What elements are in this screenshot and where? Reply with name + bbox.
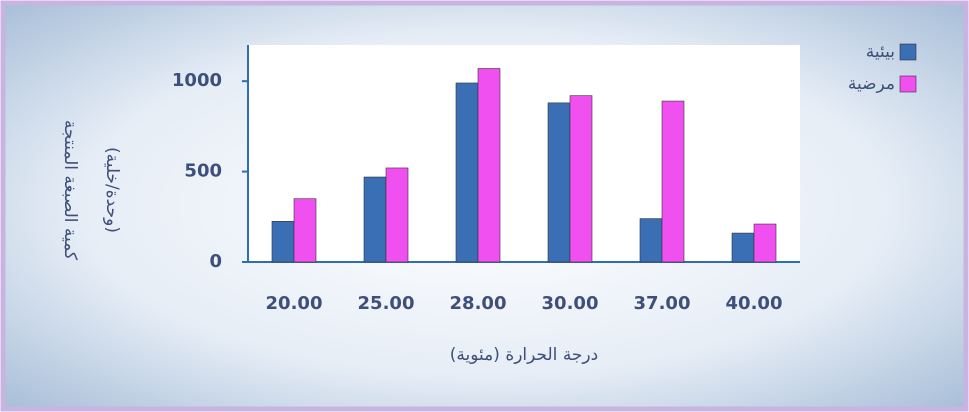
bar <box>271 221 295 263</box>
bar <box>455 82 479 263</box>
x-tick-label: 40.00 <box>726 293 783 314</box>
legend-swatch <box>899 43 917 61</box>
bar <box>293 198 317 263</box>
x-tick-label: 20.00 <box>266 293 323 314</box>
y-tick-label: 0 <box>209 251 222 272</box>
y-tick-label: 1000 <box>172 70 222 91</box>
bar <box>569 95 593 263</box>
bar <box>477 68 501 263</box>
x-tick-label: 25.00 <box>358 293 415 314</box>
legend-label: بيئية <box>866 42 895 62</box>
legend-swatch <box>899 75 917 93</box>
legend-label: مرضية <box>848 74 895 94</box>
bar <box>385 167 409 263</box>
x-tick-label: 28.00 <box>450 293 507 314</box>
x-label: درجة الحرارة (مئوية) <box>450 345 598 365</box>
y-tick-label: 500 <box>184 161 222 182</box>
y-label: (وحدة/خلية) <box>102 147 122 233</box>
x-tick-label: 37.00 <box>634 293 691 314</box>
bar <box>753 223 777 263</box>
bar <box>661 100 685 263</box>
y-label: كمية الصبغة المنتجة <box>60 120 80 261</box>
plot-area <box>248 45 800 262</box>
bar <box>547 102 571 263</box>
x-tick-label: 30.00 <box>542 293 599 314</box>
bar <box>731 232 755 263</box>
bar <box>363 176 387 263</box>
bar <box>639 218 663 263</box>
